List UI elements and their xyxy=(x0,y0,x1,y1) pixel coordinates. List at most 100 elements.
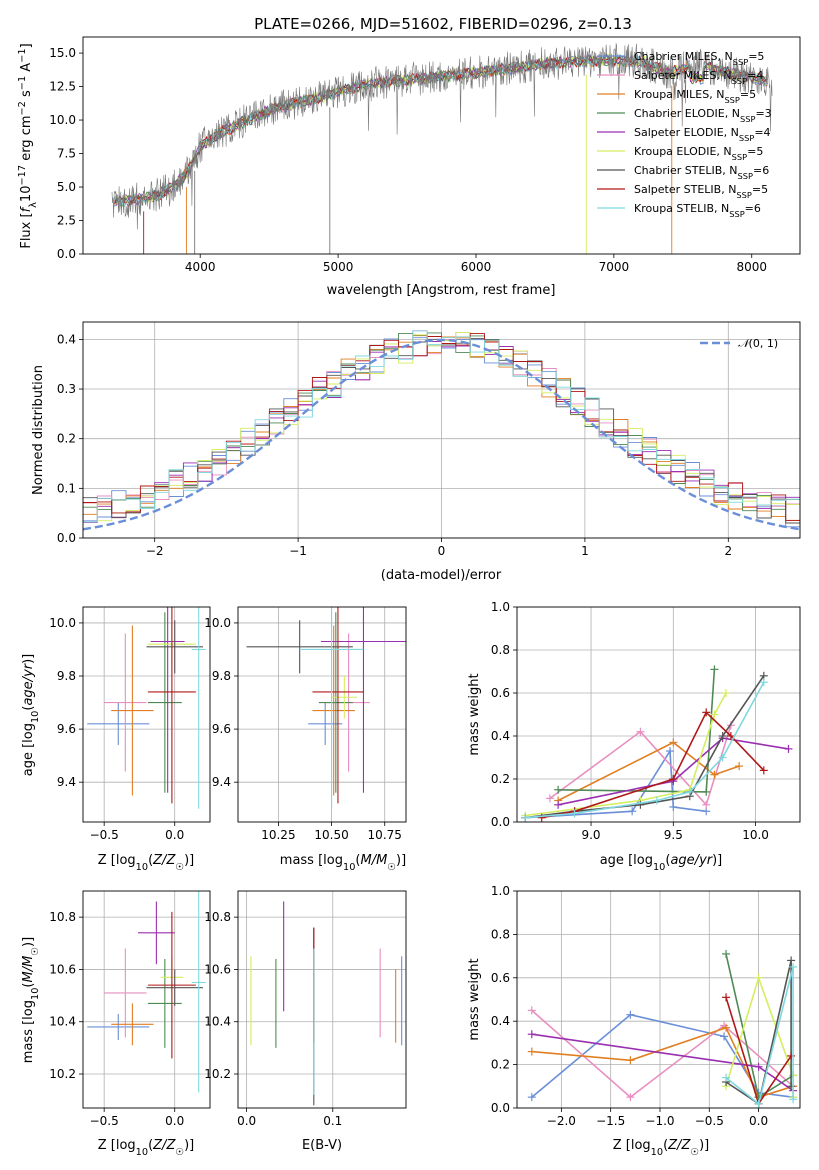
legend-label: Kroupa STELIB, NSSP=6 xyxy=(634,202,761,219)
Z_vs_massweight-ytick-label: 1.0 xyxy=(491,884,510,898)
residuals-frame xyxy=(82,321,801,539)
spectrum-axes: 4000 5000 6000 7000 8000 0.0 2.5 5.0 7.5 10.0 12.5… xyxy=(17,36,801,298)
mass_vs_age-xtick-label: 10.50 xyxy=(314,828,348,842)
legend-entry: Chabrier MILES, NSSP=5 xyxy=(597,50,764,67)
spectrum-xtick-label: 5000 xyxy=(323,260,354,274)
legend-entry: Salpeter MILES, NSSP=4 xyxy=(597,69,763,86)
residuals-ylabel: Normed distribution xyxy=(31,365,46,495)
spectrum-xtick-label: 8000 xyxy=(736,260,767,274)
legend-label: Kroupa ELODIE, NSSP=5 xyxy=(634,145,763,162)
legend-label: Chabrier STELIB, NSSP=6 xyxy=(634,164,769,181)
massweight-line xyxy=(725,953,794,1099)
mass_vs_age-ytick-label: 9.4 xyxy=(212,775,231,789)
Z_vs_mass-plot-area xyxy=(83,891,210,1108)
data-spectrum-line xyxy=(111,43,773,230)
mass_vs_age-frame xyxy=(237,606,407,823)
Z_vs_mass-ytick-label: 10.2 xyxy=(49,1067,76,1081)
spectrum-ytick-label: 0.0 xyxy=(57,247,76,261)
ebv_vs_mass-xtick-label: 0.0 xyxy=(237,1114,256,1128)
legend-label: Salpeter ELODIE, NSSP=4 xyxy=(634,126,771,143)
Z_vs_massweight-plot-area xyxy=(517,891,800,1108)
Z_vs_mass-xtick-label: −0.5 xyxy=(90,1114,119,1128)
massweight-line xyxy=(525,692,727,817)
residuals-xtick-label: −1 xyxy=(289,544,307,558)
massweight-line xyxy=(558,669,716,793)
Z_vs_age-frame xyxy=(82,606,211,823)
age_vs_massweight-ylabel: mass weight xyxy=(467,673,482,755)
legend-entry: 𝒩(0, 1) xyxy=(700,337,778,350)
spectrum-xlabel: wavelength [Angstrom, rest frame] xyxy=(327,283,556,298)
legend-entry: Chabrier STELIB, NSSP=6 xyxy=(597,164,769,181)
age_vs_massweight-ytick-label: 0.6 xyxy=(491,686,510,700)
mass_vs_age-xtick-label: 10.25 xyxy=(261,828,295,842)
Z_vs_massweight-ytick-label: 0.6 xyxy=(491,971,510,985)
residuals-xtick-label: 1 xyxy=(581,544,589,558)
spectrum-xtick-label: 4000 xyxy=(185,260,216,274)
Z_vs_age-ytick-label: 9.4 xyxy=(57,775,76,789)
Z_vs_massweight-xtick-label: −0.5 xyxy=(695,1114,724,1128)
massweight-line xyxy=(531,1009,794,1099)
spectrum-plot-area xyxy=(111,43,773,254)
age_vs_massweight-frame xyxy=(516,606,801,823)
massweight-line xyxy=(531,1013,794,1098)
age_vs_massweight-ytick-label: 0.0 xyxy=(491,815,510,829)
age_vs_massweight-ytick-label: 0.8 xyxy=(491,643,510,657)
spectrum-ytick-label: 15.0 xyxy=(49,46,76,60)
age_vs_massweight-ytick-label: 0.4 xyxy=(491,729,510,743)
mass_vs_age-xtick-label: 10.75 xyxy=(368,828,402,842)
mass_vs_age-plot-area xyxy=(238,607,406,822)
legend-entry: Salpeter STELIB, NSSP=5 xyxy=(597,183,768,200)
legend-entry: Kroupa STELIB, NSSP=6 xyxy=(597,202,761,219)
age_vs_massweight-xtick-label: 10.0 xyxy=(742,828,769,842)
massweight-line xyxy=(725,960,792,1106)
spectrum-ytick-label: 5.0 xyxy=(57,180,76,194)
Z_vs_age-xlabel: Z [log10(Z/Z☉)] xyxy=(98,853,195,873)
Z_vs_massweight-ytick-label: 0.4 xyxy=(491,1014,510,1028)
figure-title: PLATE=0266, MJD=51602, FIBERID=0296, z=0… xyxy=(254,15,632,33)
Z_vs_massweight-xtick-label: −1.5 xyxy=(596,1114,625,1128)
Z_vs_massweight-xtick-label: −1.0 xyxy=(645,1114,674,1128)
legend-label: Chabrier MILES, NSSP=5 xyxy=(634,50,764,67)
Z_vs_massweight-ytick-label: 0.8 xyxy=(491,927,510,941)
residuals-xtick-label: 0 xyxy=(438,544,446,558)
legend-label: Salpeter STELIB, NSSP=5 xyxy=(634,183,768,200)
Z_vs_mass-ytick-label: 10.6 xyxy=(49,962,76,976)
Z_vs_age-xtick-label: −0.5 xyxy=(90,828,119,842)
Z_vs_mass-xlabel: Z [log10(Z/Z☉)] xyxy=(98,1138,195,1158)
spectrum-xtick-label: 6000 xyxy=(461,260,492,274)
Z_vs_age-axes: −0.5 0.0 9.4 9.6 9.8 10.0 Z [log10(Z/Z☉)] age [… xyxy=(21,606,211,873)
Z_vs_mass-ylabel: mass [log10(M/M☉)] xyxy=(21,937,41,1063)
legend-entry: Kroupa ELODIE, NSSP=5 xyxy=(597,145,763,162)
Z_vs_mass-ytick-label: 10.8 xyxy=(49,910,76,924)
Z_vs_age-plot-area xyxy=(83,607,210,822)
age_vs_massweight-xtick-label: 9.0 xyxy=(581,828,600,842)
massweight-line xyxy=(549,725,732,807)
mass_vs_age-ytick-label: 10.0 xyxy=(204,616,231,630)
legend-label: Kroupa MILES, NSSP=5 xyxy=(634,88,756,105)
mass_vs_age-ytick-label: 9.8 xyxy=(212,669,231,683)
spectrum-frame xyxy=(82,36,801,255)
Z_vs_massweight-frame xyxy=(516,890,801,1109)
ebv_vs_mass-ytick-label: 10.6 xyxy=(204,962,231,976)
residuals-axes: −2 −1 0 1 2 0.0 0.1 0.2 0.3 0.4 (data-model)/error… xyxy=(31,321,801,583)
ebv_vs_mass-ytick-label: 10.2 xyxy=(204,1067,231,1081)
residuals-ytick-label: 0.3 xyxy=(57,382,76,396)
residuals-ytick-label: 0.1 xyxy=(57,481,76,495)
legend-entry: Salpeter ELODIE, NSSP=4 xyxy=(597,126,771,143)
Z_vs_massweight-axes: −2.0 −1.5 −1.0 −0.5 0.0 0.0 0.2 0.4 0.6 0.8 1.0 Z [… xyxy=(467,884,801,1158)
age_vs_massweight-plot-area xyxy=(517,607,800,822)
spectrum-ytick-label: 7.5 xyxy=(57,147,76,161)
legend-entry: Kroupa MILES, NSSP=5 xyxy=(597,88,756,105)
spectrum-xtick-label: 7000 xyxy=(599,260,630,274)
spectrum-ytick-label: 2.5 xyxy=(57,214,76,228)
legend-label: 𝒩(0, 1) xyxy=(738,337,778,350)
normal-curve xyxy=(83,338,800,531)
spectrum-ylabel: Flux [fλ10−17 erg cm−2 s−1 A−1] xyxy=(17,43,39,248)
ebv_vs_mass-axes: 0.0 0.1 10.2 10.4 10.6 10.8 E(B-V) xyxy=(204,890,407,1153)
spectrum-ytick-label: 12.5 xyxy=(49,80,76,94)
ebv_vs_mass-ytick-label: 10.4 xyxy=(204,1015,231,1029)
ebv_vs_mass-xtick-label: 0.1 xyxy=(323,1114,342,1128)
residuals-xlabel: (data-model)/error xyxy=(381,568,502,583)
Z_vs_mass-axes: −0.5 0.0 10.2 10.4 10.6 10.8 Z [log10(Z/Z☉)] ma… xyxy=(21,890,211,1158)
